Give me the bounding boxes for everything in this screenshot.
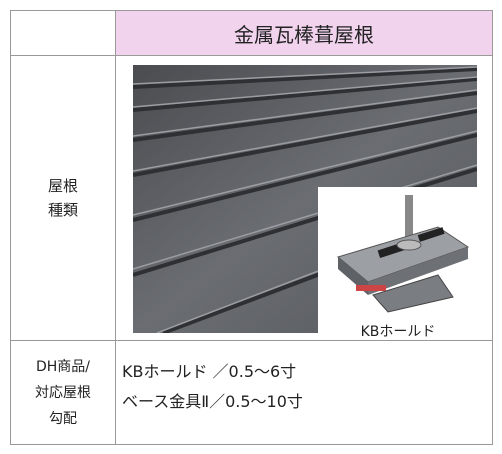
label-line: 種類: [47, 201, 78, 219]
text-cell: [115, 340, 493, 445]
label-line: 対応屋根: [35, 384, 91, 401]
row-label: 屋根 種類: [10, 55, 116, 341]
label-line: 勾配: [49, 410, 77, 427]
product-photo: [336, 195, 470, 313]
image-caption: KBホールド: [360, 324, 436, 340]
header-cell: 金属瓦棒葺屋根: [115, 10, 493, 56]
inset: KBホールド: [318, 187, 478, 340]
corner-cell: [10, 10, 116, 56]
row-label: DH商品/ 対応屋根 勾配: [10, 340, 116, 445]
product-line: ベース金具Ⅱ／0.5～10寸: [122, 392, 303, 411]
label-line: DH商品/: [35, 358, 91, 375]
product-line: KBホールド ／0.5～6寸: [122, 362, 297, 381]
label-line: 屋根: [47, 177, 78, 195]
